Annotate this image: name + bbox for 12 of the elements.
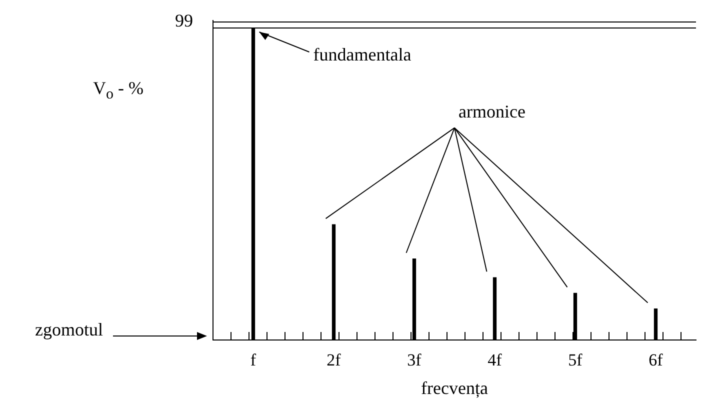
- y-axis-title: V$_{o}$ - %: [93, 78, 144, 104]
- x-tick-label: 4f: [488, 350, 502, 370]
- x-tick-label: f: [250, 350, 256, 370]
- x-tick-label: 6f: [648, 350, 664, 370]
- text: 99: [175, 10, 193, 31]
- annotation: fundamentala: [313, 44, 412, 65]
- x-tick-label: 5f: [568, 350, 583, 370]
- text: zgomotul: [35, 320, 103, 340]
- x-tick-label: 3f: [407, 350, 422, 370]
- x-axis-title: frecvența: [421, 378, 488, 398]
- annotation: armonice: [458, 102, 526, 122]
- x-tick-label: 2f: [326, 350, 342, 370]
